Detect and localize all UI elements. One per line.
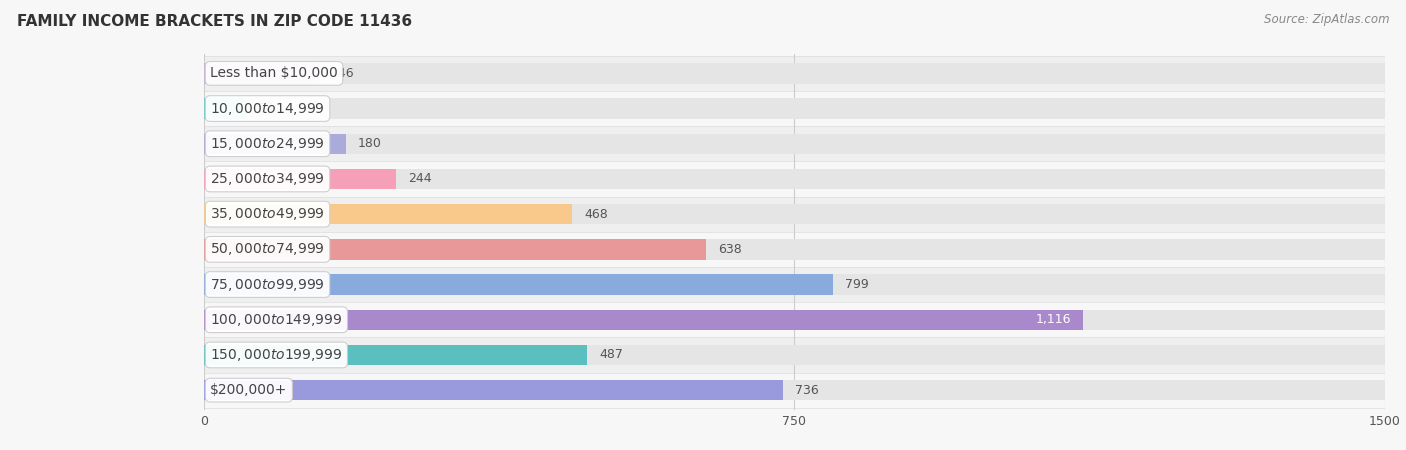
Bar bbox=[204, 345, 588, 365]
Text: $100,000 to $149,999: $100,000 to $149,999 bbox=[209, 312, 343, 328]
Text: 487: 487 bbox=[599, 348, 623, 361]
Bar bbox=[204, 134, 346, 154]
Text: $25,000 to $34,999: $25,000 to $34,999 bbox=[209, 171, 325, 187]
Text: 180: 180 bbox=[357, 137, 381, 150]
Bar bbox=[204, 302, 1385, 338]
Text: 146: 146 bbox=[330, 67, 354, 80]
Text: 638: 638 bbox=[718, 243, 742, 256]
Bar bbox=[204, 239, 706, 260]
Text: Less than $10,000: Less than $10,000 bbox=[209, 66, 337, 81]
Text: 799: 799 bbox=[845, 278, 869, 291]
Bar bbox=[204, 204, 1385, 225]
Text: 736: 736 bbox=[796, 384, 818, 396]
Bar bbox=[204, 134, 1385, 154]
Text: $75,000 to $99,999: $75,000 to $99,999 bbox=[209, 277, 325, 292]
Text: $35,000 to $49,999: $35,000 to $49,999 bbox=[209, 206, 325, 222]
Text: 468: 468 bbox=[583, 207, 607, 220]
Text: 54: 54 bbox=[259, 102, 274, 115]
Bar bbox=[204, 162, 1385, 197]
Bar bbox=[204, 56, 1385, 91]
Bar bbox=[204, 239, 1385, 260]
Bar bbox=[204, 63, 319, 84]
Bar bbox=[204, 338, 1385, 373]
Bar bbox=[204, 204, 572, 225]
Bar bbox=[204, 169, 396, 189]
Bar bbox=[204, 380, 783, 400]
Text: $10,000 to $14,999: $10,000 to $14,999 bbox=[209, 100, 325, 117]
Text: $15,000 to $24,999: $15,000 to $24,999 bbox=[209, 136, 325, 152]
Bar bbox=[204, 274, 832, 295]
Text: Source: ZipAtlas.com: Source: ZipAtlas.com bbox=[1264, 14, 1389, 27]
Text: $200,000+: $200,000+ bbox=[209, 383, 288, 397]
Text: FAMILY INCOME BRACKETS IN ZIP CODE 11436: FAMILY INCOME BRACKETS IN ZIP CODE 11436 bbox=[17, 14, 412, 28]
Text: 244: 244 bbox=[408, 172, 432, 185]
Bar bbox=[204, 91, 1385, 126]
Text: $50,000 to $74,999: $50,000 to $74,999 bbox=[209, 241, 325, 257]
Bar bbox=[204, 380, 1385, 400]
Bar bbox=[204, 274, 1385, 295]
Bar bbox=[204, 99, 1385, 119]
Text: $150,000 to $199,999: $150,000 to $199,999 bbox=[209, 347, 343, 363]
Bar bbox=[204, 197, 1385, 232]
Bar bbox=[204, 310, 1385, 330]
Bar bbox=[204, 99, 246, 119]
Bar bbox=[204, 169, 1385, 189]
Text: 1,116: 1,116 bbox=[1035, 313, 1071, 326]
Bar bbox=[204, 310, 1083, 330]
Bar bbox=[204, 373, 1385, 408]
Bar bbox=[204, 345, 1385, 365]
Bar bbox=[204, 232, 1385, 267]
Bar bbox=[204, 126, 1385, 162]
Bar bbox=[204, 63, 1385, 84]
Bar bbox=[204, 267, 1385, 302]
